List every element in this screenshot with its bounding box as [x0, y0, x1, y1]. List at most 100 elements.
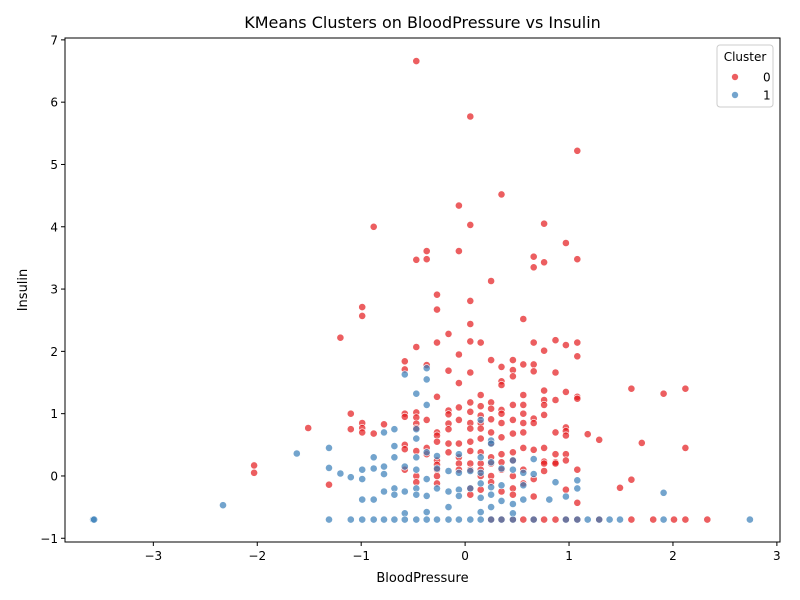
data-point-cluster-0	[573, 146, 582, 155]
data-point-cluster-1	[487, 515, 495, 524]
data-point-cluster-0	[616, 483, 624, 492]
data-point-cluster-1	[573, 484, 582, 493]
data-point-cluster-0	[412, 255, 421, 264]
data-point-cluster-1	[336, 469, 345, 478]
data-point-cluster-0	[573, 465, 582, 474]
data-point-cluster-0	[466, 296, 475, 305]
data-point-cluster-1	[325, 443, 333, 452]
data-point-cluster-1	[380, 470, 388, 478]
data-point-cluster-1	[346, 473, 355, 482]
data-point-cluster-1	[412, 515, 421, 524]
data-point-cluster-0	[551, 459, 560, 468]
data-point-cluster-0	[476, 402, 485, 411]
data-point-cluster-1	[422, 364, 431, 373]
data-point-cluster-0	[466, 337, 475, 346]
data-point-cluster-0	[497, 433, 506, 442]
data-point-cluster-1	[422, 400, 431, 409]
data-point-cluster-1	[497, 496, 506, 505]
data-point-cluster-1	[422, 508, 431, 516]
data-point-cluster-1	[476, 479, 485, 488]
data-point-cluster-1	[444, 467, 453, 475]
data-point-cluster-1	[746, 515, 754, 524]
x-tick-label: −3	[144, 549, 162, 563]
data-point-cluster-1	[412, 490, 421, 499]
data-point-cluster-1	[390, 453, 399, 462]
data-point-cluster-0	[573, 255, 582, 264]
data-point-cluster-0	[358, 303, 367, 311]
data-point-cluster-0	[466, 398, 475, 407]
data-point-cluster-0	[573, 352, 582, 361]
data-point-cluster-0	[444, 425, 453, 434]
data-point-cluster-0	[551, 396, 560, 404]
legend-frame	[716, 44, 774, 108]
data-point-cluster-1	[390, 442, 399, 450]
data-point-cluster-0	[509, 400, 517, 409]
data-point-cluster-1	[529, 515, 538, 524]
data-point-cluster-1	[369, 515, 378, 524]
data-point-cluster-0	[519, 360, 528, 369]
data-point-cluster-1	[562, 492, 570, 501]
data-point-cluster-1	[412, 434, 421, 443]
data-point-cluster-0	[466, 220, 475, 229]
data-point-cluster-1	[659, 488, 668, 497]
data-point-cluster-1	[595, 515, 604, 524]
data-point-cluster-0	[466, 407, 475, 416]
y-tick-label: −1	[40, 532, 58, 546]
axes: −3 −2 −1 0 1 2 3 −1 0 1 2 3 4 5 6 7	[40, 33, 780, 563]
data-point-cluster-1	[487, 490, 495, 499]
data-point-cluster-0	[649, 515, 658, 524]
data-point-cluster-0	[346, 425, 355, 434]
data-point-cluster-1	[454, 468, 463, 477]
data-point-cluster-0	[412, 343, 421, 351]
data-point-cluster-1	[466, 484, 475, 493]
data-point-cluster-0	[551, 515, 560, 524]
data-point-cluster-0	[400, 357, 409, 366]
data-point-cluster-0	[497, 381, 506, 389]
data-point-cluster-0	[529, 445, 538, 454]
y-tick-label: 4	[50, 220, 58, 234]
data-point-cluster-1	[346, 515, 355, 524]
data-point-cluster-0	[519, 443, 528, 452]
data-point-cluster-0	[573, 394, 582, 403]
data-point-cluster-1	[369, 453, 378, 462]
data-point-cluster-1	[433, 464, 441, 473]
data-point-cluster-0	[659, 389, 668, 398]
data-point-cluster-0	[573, 498, 582, 507]
data-point-cluster-0	[369, 429, 378, 438]
data-point-cluster-1	[422, 491, 431, 500]
data-point-cluster-1	[400, 515, 409, 524]
data-point-cluster-0	[509, 429, 517, 438]
data-point-cluster-1	[551, 478, 560, 487]
data-point-cluster-1	[466, 515, 475, 524]
data-point-cluster-0	[358, 311, 367, 320]
data-point-cluster-1	[562, 515, 570, 524]
data-point-cluster-0	[529, 419, 538, 427]
data-point-cluster-1	[476, 515, 485, 524]
data-point-cluster-1	[476, 415, 485, 424]
chart-title: KMeans Clusters on BloodPressure vs Insu…	[244, 13, 601, 32]
legend-label-cluster-1: 1	[763, 89, 771, 103]
data-point-cluster-0	[454, 201, 463, 210]
data-point-cluster-1	[358, 475, 367, 483]
data-point-cluster-1	[487, 439, 495, 448]
data-point-cluster-1	[422, 375, 431, 384]
data-point-cluster-1	[476, 493, 485, 502]
data-point-cluster-0	[433, 472, 441, 480]
data-point-cluster-0	[422, 255, 431, 264]
y-tick-label: 7	[50, 33, 58, 47]
data-point-cluster-1	[616, 515, 624, 524]
data-point-cluster-0	[444, 410, 453, 419]
data-point-cluster-1	[358, 495, 367, 504]
data-point-cluster-0	[380, 420, 388, 429]
data-point-cluster-1	[444, 515, 453, 524]
data-point-cluster-1	[292, 449, 301, 458]
data-point-cluster-1	[90, 515, 98, 524]
legend: Cluster 0 1	[716, 44, 774, 108]
data-point-cluster-0	[562, 485, 570, 494]
data-point-cluster-0	[529, 263, 538, 272]
data-point-cluster-0	[487, 277, 495, 285]
data-point-cluster-0	[497, 409, 506, 418]
data-point-cluster-0	[497, 419, 506, 427]
data-point-cluster-1	[573, 515, 582, 524]
data-point-cluster-0	[250, 468, 258, 477]
